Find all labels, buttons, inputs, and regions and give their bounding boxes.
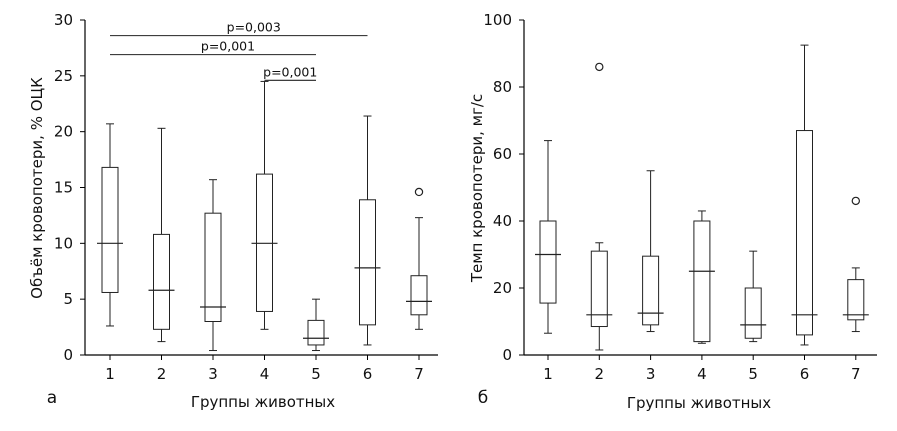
- y-tick-label: 100: [483, 11, 512, 29]
- box-iqr: [642, 255, 660, 326]
- x-tick-label: 3: [646, 365, 656, 383]
- y-tick-label: 5: [63, 290, 73, 308]
- box-iqr: [693, 220, 711, 343]
- box-group-2: [586, 62, 613, 351]
- significance-label: p=0,003: [227, 20, 281, 35]
- x-axis-title: Группы животных: [191, 393, 335, 411]
- outlier-point: [851, 196, 861, 206]
- box-group-1: [535, 140, 561, 334]
- x-tick-label: 4: [697, 365, 707, 383]
- x-tick-label: 6: [800, 365, 810, 383]
- box-group-3: [637, 170, 664, 333]
- y-tick-label: 20: [54, 123, 73, 141]
- x-axis-title: Группы животных: [627, 394, 771, 412]
- x-tick-label: 1: [543, 365, 553, 383]
- box-iqr: [101, 166, 119, 293]
- box-group-5: [303, 298, 329, 352]
- y-tick-label: 80: [493, 78, 512, 96]
- box-group-6: [354, 115, 381, 346]
- y-tick-label: 40: [493, 212, 512, 230]
- y-tick-label: 60: [493, 145, 512, 163]
- x-tick-label: 2: [157, 365, 167, 383]
- x-tick-label: 7: [851, 365, 861, 383]
- box-group-4: [688, 210, 715, 344]
- x-tick-label: 5: [748, 365, 758, 383]
- box-iqr: [796, 130, 813, 336]
- x-tick-label: 4: [260, 365, 270, 383]
- box-iqr: [539, 220, 557, 304]
- outlier-point: [595, 62, 604, 72]
- x-tick-label: 1: [105, 365, 115, 383]
- box-iqr: [307, 319, 325, 346]
- y-tick-label: 25: [54, 67, 73, 85]
- outlier-point: [414, 187, 424, 197]
- y-tick-label: 20: [493, 279, 512, 297]
- y-tick-label: 30: [54, 11, 73, 29]
- x-tick-label: 3: [208, 365, 218, 383]
- box-iqr: [847, 279, 865, 321]
- y-tick-label: 10: [54, 234, 73, 252]
- box-iqr: [359, 199, 376, 326]
- significance-label: p=0,001: [201, 39, 255, 54]
- box-iqr: [590, 250, 608, 328]
- y-axis-title: Объём кровопотери, % ОЦК: [28, 77, 46, 299]
- y-tick-label: 15: [54, 179, 73, 197]
- x-tick-label: 6: [363, 365, 373, 383]
- y-axis-title: Темп кровопотери, мг/с: [468, 94, 486, 283]
- x-tick-label: 2: [595, 365, 605, 383]
- y-tick-label: 0: [63, 346, 73, 364]
- box-group-7: [406, 187, 432, 330]
- box-group-5: [740, 250, 767, 343]
- y-tick-label: 0: [502, 346, 512, 364]
- x-tick-label: 5: [311, 365, 321, 383]
- panel-letter: а: [47, 388, 57, 408]
- panel-2: 0 20 40 60 80 100 1 2 3 4 5 6 7 Темп кровопотери, мг/…: [468, 11, 877, 412]
- box-iqr: [410, 275, 428, 316]
- box-group-6: [791, 44, 818, 346]
- box-iqr: [744, 287, 762, 339]
- box-group-1: [97, 123, 123, 327]
- panel-1: 0 5 10 15 20 25 30 1 2 3 4 5 6 7 p=0,003 p=0,001 p=0,001…: [28, 11, 438, 411]
- box-group-4: [251, 80, 278, 330]
- box-iqr: [153, 233, 170, 330]
- box-group-3: [200, 179, 226, 352]
- panel-letter: б: [478, 388, 488, 408]
- box-group-2: [148, 127, 175, 343]
- significance-label: p=0,001: [263, 64, 317, 79]
- x-tick-label: 7: [414, 365, 424, 383]
- box-group-7: [842, 196, 869, 333]
- box-iqr: [204, 212, 222, 322]
